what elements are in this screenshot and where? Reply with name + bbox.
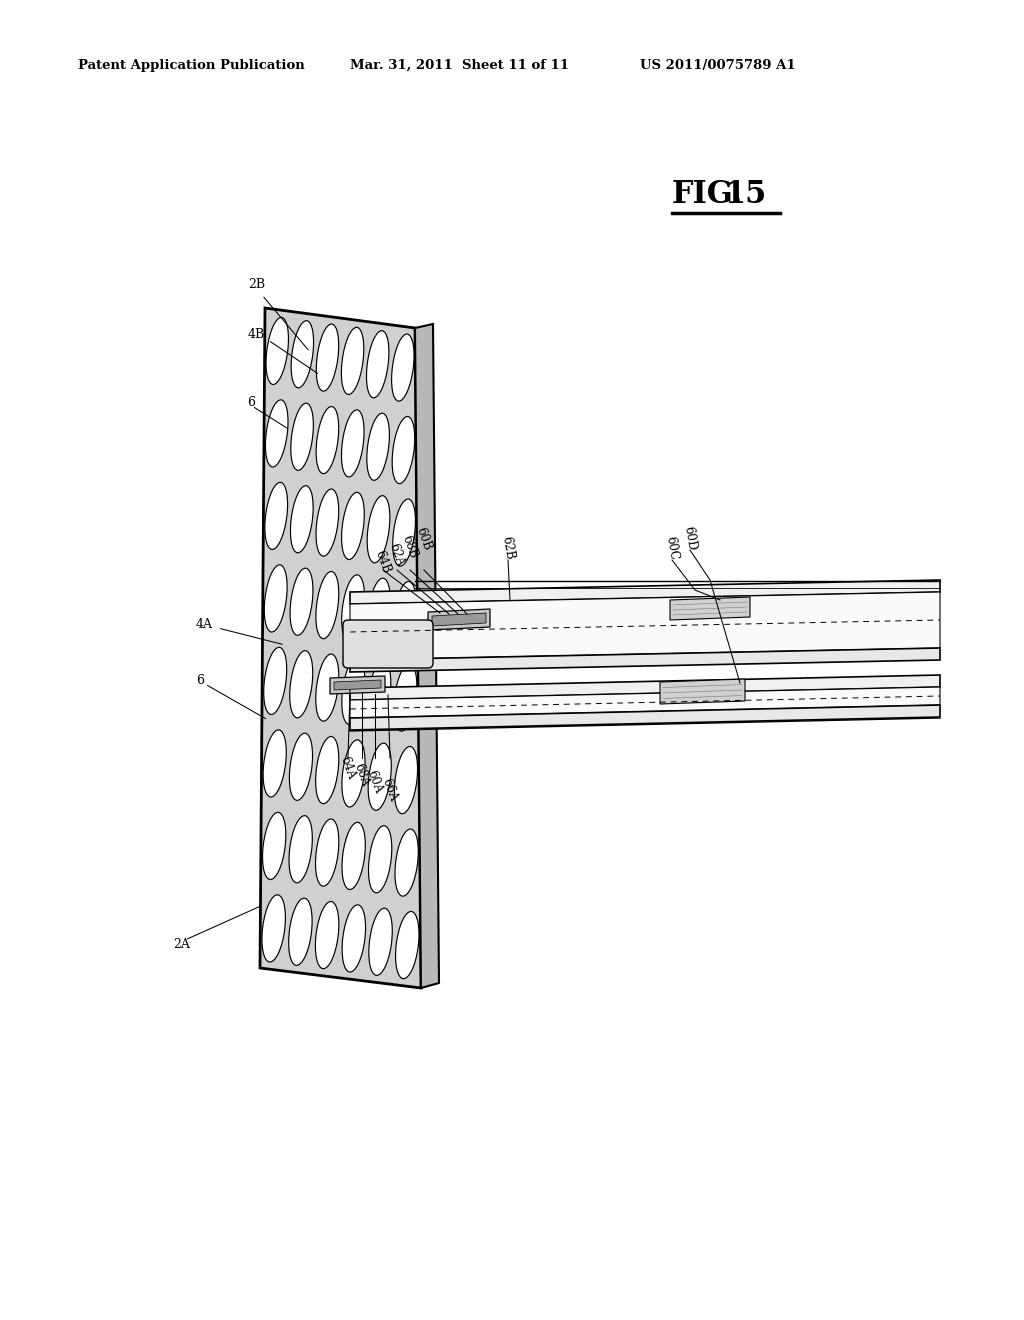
Ellipse shape	[342, 739, 365, 807]
Ellipse shape	[291, 321, 313, 388]
Text: 62A: 62A	[387, 541, 408, 568]
Ellipse shape	[368, 578, 390, 645]
Ellipse shape	[392, 417, 415, 483]
Ellipse shape	[342, 574, 365, 642]
Ellipse shape	[289, 816, 312, 883]
Ellipse shape	[393, 499, 416, 566]
Ellipse shape	[342, 492, 365, 560]
Ellipse shape	[266, 317, 289, 384]
Ellipse shape	[316, 323, 339, 391]
Ellipse shape	[367, 413, 389, 480]
Ellipse shape	[290, 568, 313, 635]
Ellipse shape	[315, 737, 339, 804]
Polygon shape	[428, 609, 490, 630]
Text: FIG.: FIG.	[672, 180, 743, 210]
Ellipse shape	[289, 898, 312, 965]
Text: 68B: 68B	[399, 533, 420, 560]
Ellipse shape	[315, 572, 339, 639]
Text: 4B: 4B	[248, 329, 265, 342]
Polygon shape	[432, 612, 486, 626]
Ellipse shape	[393, 582, 416, 648]
Ellipse shape	[315, 818, 339, 886]
Ellipse shape	[341, 327, 364, 395]
Text: 60D: 60D	[682, 525, 698, 552]
Polygon shape	[350, 591, 940, 660]
Text: 60A: 60A	[365, 768, 385, 795]
FancyBboxPatch shape	[343, 620, 433, 668]
Text: 60C: 60C	[664, 535, 681, 561]
Polygon shape	[350, 648, 940, 672]
Text: 66A: 66A	[380, 776, 400, 804]
Ellipse shape	[394, 664, 417, 731]
Ellipse shape	[342, 822, 366, 890]
Polygon shape	[350, 579, 940, 605]
Text: 62B: 62B	[500, 535, 516, 561]
Ellipse shape	[316, 407, 339, 474]
Text: US 2011/0075789 A1: US 2011/0075789 A1	[640, 58, 796, 71]
Text: 60B: 60B	[414, 525, 434, 552]
Text: Mar. 31, 2011  Sheet 11 of 11: Mar. 31, 2011 Sheet 11 of 11	[350, 58, 569, 71]
Text: 64B: 64B	[373, 549, 393, 576]
Ellipse shape	[262, 895, 286, 962]
Polygon shape	[350, 675, 940, 700]
Ellipse shape	[264, 647, 287, 714]
Text: 6: 6	[247, 396, 255, 408]
Text: 2B: 2B	[248, 279, 265, 292]
Polygon shape	[334, 680, 381, 690]
Polygon shape	[670, 597, 750, 620]
Text: 2A: 2A	[173, 939, 189, 952]
Ellipse shape	[368, 496, 390, 562]
Ellipse shape	[290, 651, 312, 718]
Text: 15: 15	[724, 180, 766, 210]
Ellipse shape	[265, 400, 288, 467]
Ellipse shape	[342, 657, 365, 725]
Text: 6: 6	[196, 673, 204, 686]
Ellipse shape	[367, 331, 389, 397]
Ellipse shape	[290, 733, 312, 800]
Ellipse shape	[263, 730, 287, 797]
Ellipse shape	[368, 661, 391, 727]
Ellipse shape	[395, 912, 419, 978]
Ellipse shape	[391, 334, 414, 401]
Ellipse shape	[394, 747, 418, 813]
Polygon shape	[415, 323, 439, 987]
Ellipse shape	[395, 829, 418, 896]
Polygon shape	[350, 686, 940, 718]
Ellipse shape	[315, 653, 339, 721]
Ellipse shape	[341, 409, 365, 477]
Ellipse shape	[291, 403, 313, 470]
Text: 4A: 4A	[196, 619, 213, 631]
Ellipse shape	[291, 486, 313, 553]
Ellipse shape	[342, 904, 366, 972]
Polygon shape	[330, 676, 385, 694]
Text: 64A: 64A	[338, 755, 358, 781]
Polygon shape	[260, 308, 421, 987]
Ellipse shape	[265, 482, 288, 549]
Ellipse shape	[315, 902, 339, 969]
Polygon shape	[350, 705, 940, 730]
Ellipse shape	[264, 565, 287, 632]
Ellipse shape	[369, 826, 392, 892]
Ellipse shape	[262, 812, 286, 879]
Text: Patent Application Publication: Patent Application Publication	[78, 58, 305, 71]
Ellipse shape	[369, 908, 392, 975]
Ellipse shape	[316, 488, 339, 556]
Ellipse shape	[369, 743, 391, 810]
Polygon shape	[660, 678, 745, 704]
Text: 68A: 68A	[352, 762, 372, 788]
